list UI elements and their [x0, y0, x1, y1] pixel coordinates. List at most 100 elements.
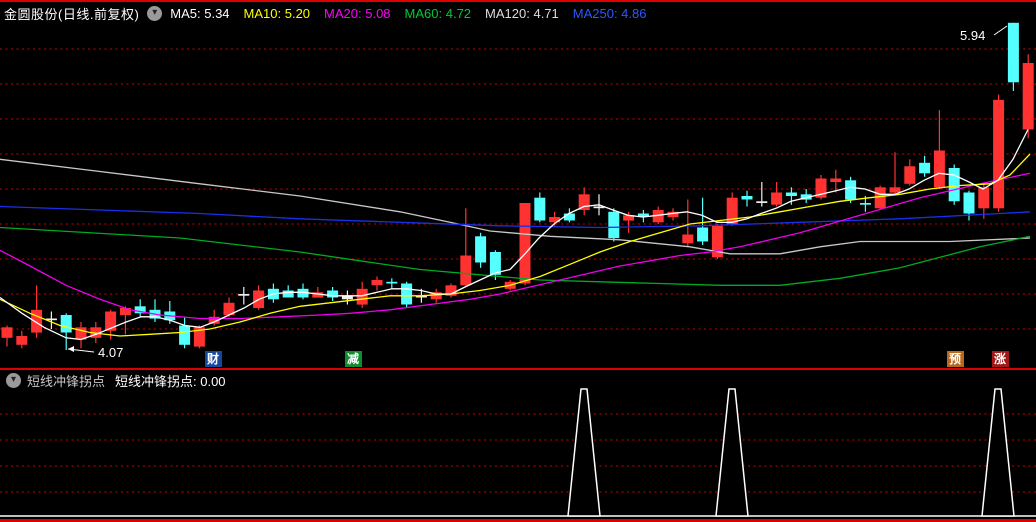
candle-body	[593, 206, 605, 209]
candle-body	[652, 210, 664, 223]
main-chart-header: 金圆股份(日线.前复权) ▾ MA5: 5.34 MA10: 5.20 MA20: …	[0, 3, 660, 23]
candle-body	[238, 294, 250, 296]
candle-body	[963, 192, 975, 214]
candle-body	[815, 178, 827, 198]
candle-body	[711, 225, 723, 258]
candle-body	[756, 201, 768, 203]
candle-body	[637, 213, 649, 217]
candle-body	[830, 178, 842, 182]
candle-body	[179, 325, 191, 345]
event-badge-财[interactable]: 财	[204, 351, 222, 367]
candle-body	[889, 187, 901, 193]
candle-body	[105, 311, 117, 331]
indicator-spike	[567, 388, 601, 517]
candle-body	[978, 187, 990, 209]
candle-body	[726, 197, 738, 224]
indicator-value: 短线冲锋拐点: 0.00	[115, 373, 226, 389]
candle-body	[208, 316, 220, 324]
ma-line-ma120	[0, 158, 1031, 255]
candle-body	[60, 315, 72, 333]
candle-body	[874, 187, 886, 209]
candle-body	[16, 336, 28, 345]
candle-body	[534, 197, 546, 221]
candle-body	[45, 318, 57, 321]
candle-body	[430, 292, 442, 300]
candle-body	[608, 211, 620, 239]
candle-body	[415, 295, 427, 298]
candle-body	[75, 327, 87, 340]
panel-separator-line	[0, 368, 1036, 370]
candle-body	[460, 255, 472, 286]
candle-body	[993, 99, 1005, 209]
stock-title: 金圆股份(日线.前复权)	[4, 6, 140, 22]
collapse-main-chart-icon[interactable]: ▾	[147, 5, 163, 21]
candle-body	[31, 309, 43, 333]
indicator-spike	[981, 388, 1015, 517]
candle-body	[682, 234, 694, 244]
event-badge-涨[interactable]: 涨	[991, 351, 1009, 367]
main-gridlines	[0, 48, 1036, 330]
candle-body	[919, 162, 931, 174]
candle-body	[859, 203, 871, 205]
event-badge-减[interactable]: 减	[344, 351, 362, 367]
bottom-border-line	[0, 519, 1036, 522]
indicator-header: ▾ 短线冲锋拐点 短线冲锋拐点: 0.00	[0, 370, 226, 390]
candle-body	[371, 280, 383, 286]
candle-body	[785, 192, 797, 196]
candle-body	[1022, 63, 1034, 130]
candle-body	[445, 285, 457, 296]
candle-body	[697, 227, 709, 242]
ma-label-ma120: MA120: 4.71	[485, 5, 559, 21]
candle-body	[327, 290, 339, 298]
ma-label-ma10: MA10: 5.20	[243, 5, 311, 21]
candle-body	[563, 213, 575, 221]
candle-body	[800, 194, 812, 200]
ma-line-ma60	[0, 226, 1031, 286]
ma-line-ma5	[0, 129, 1029, 341]
event-badge-预[interactable]: 预	[946, 351, 964, 367]
candle-body	[578, 194, 590, 210]
candle-body	[904, 166, 916, 184]
candle-body	[845, 180, 857, 200]
low-price-label: 4.07	[98, 345, 123, 360]
candle-body	[297, 288, 309, 298]
candle-body	[741, 196, 753, 200]
candle-body	[119, 308, 131, 315]
candle-body	[312, 292, 324, 298]
ma-line-ma20	[0, 172, 1031, 320]
candle-body	[1007, 22, 1019, 83]
ma-lines	[0, 129, 1031, 341]
ma-values-bar: MA5: 5.34 MA10: 5.20 MA20: 5.08 MA60: 4.72 M…	[170, 6, 660, 21]
ma-label-ma60: MA60: 4.72	[404, 5, 472, 21]
candle-body	[282, 290, 294, 298]
top-border-line	[0, 0, 1036, 2]
candle-body	[623, 215, 635, 221]
candle-body	[771, 192, 783, 205]
collapse-indicator-icon[interactable]: ▾	[6, 372, 21, 388]
candle-body	[386, 281, 398, 284]
candle-body	[193, 327, 205, 347]
price-annotations: 5.94 4.07	[67, 25, 1008, 360]
candle-body	[1, 327, 13, 338]
candle-body	[933, 150, 945, 188]
candle-body	[667, 211, 679, 218]
candle-body	[475, 236, 487, 263]
candle-body	[134, 306, 146, 314]
high-pointer-line	[993, 25, 1008, 36]
candle-body	[948, 168, 960, 202]
ma-label-ma5: MA5: 5.34	[170, 5, 230, 21]
candle-body	[223, 302, 235, 316]
candle-body	[356, 288, 368, 305]
candle-body	[401, 283, 413, 305]
candlesticks	[1, 22, 1034, 350]
candle-body	[519, 203, 531, 284]
ma-line-ma250	[0, 205, 1031, 229]
low-arrow-head	[68, 346, 74, 352]
indicator-curve	[0, 388, 1036, 517]
indicator-spike	[715, 388, 749, 517]
candle-body	[489, 252, 501, 275]
candle-body	[341, 295, 353, 300]
candle-body	[549, 217, 561, 223]
